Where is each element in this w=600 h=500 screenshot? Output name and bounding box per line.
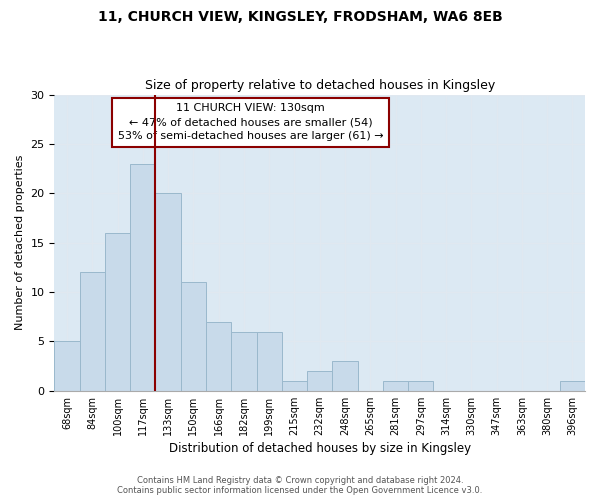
Bar [408, 381, 433, 391]
Bar [231, 332, 257, 391]
Bar [80, 272, 105, 391]
X-axis label: Distribution of detached houses by size in Kingsley: Distribution of detached houses by size … [169, 442, 471, 455]
Bar [55, 342, 80, 391]
Bar [307, 371, 332, 391]
Text: Contains HM Land Registry data © Crown copyright and database right 2024.
Contai: Contains HM Land Registry data © Crown c… [118, 476, 482, 495]
Bar [282, 381, 307, 391]
Bar [181, 282, 206, 391]
Text: 11 CHURCH VIEW: 130sqm
← 47% of detached houses are smaller (54)
53% of semi-det: 11 CHURCH VIEW: 130sqm ← 47% of detached… [118, 104, 383, 142]
Y-axis label: Number of detached properties: Number of detached properties [15, 155, 25, 330]
Bar [155, 194, 181, 391]
Bar [257, 332, 282, 391]
Bar [332, 361, 358, 391]
Bar [105, 233, 130, 391]
Bar [206, 322, 231, 391]
Bar [130, 164, 155, 391]
Bar [383, 381, 408, 391]
Text: 11, CHURCH VIEW, KINGSLEY, FRODSHAM, WA6 8EB: 11, CHURCH VIEW, KINGSLEY, FRODSHAM, WA6… [98, 10, 502, 24]
Bar [560, 381, 585, 391]
Title: Size of property relative to detached houses in Kingsley: Size of property relative to detached ho… [145, 79, 495, 92]
